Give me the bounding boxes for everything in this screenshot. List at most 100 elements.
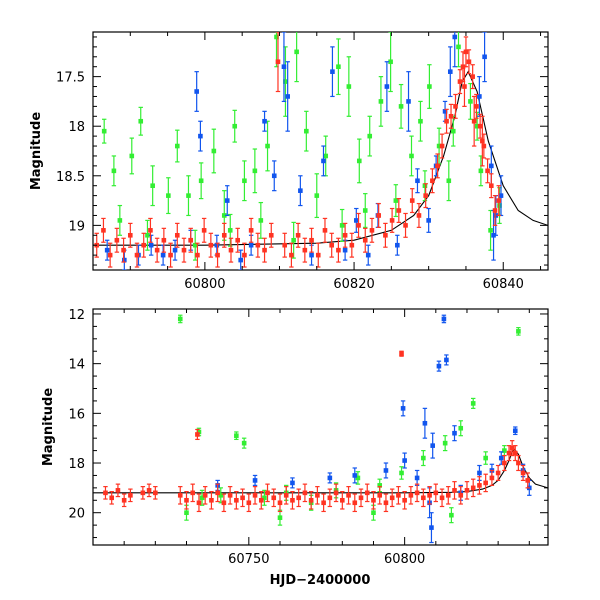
data-point [262,495,267,501]
data-point [281,64,287,70]
data-point [271,495,277,501]
data-point [442,440,448,446]
data-point [218,493,224,498]
x-tick-label: 60750 [228,552,269,567]
data-point [327,495,333,501]
data-point [336,64,341,70]
data-point [430,443,435,448]
data-point [248,242,254,248]
data-point [477,483,482,488]
data-point [445,493,451,498]
data-point [339,223,345,228]
data-point [400,406,406,411]
data-point [466,59,472,65]
data-point [482,54,487,60]
data-point [477,123,483,129]
data-point [488,228,493,233]
data-point [516,460,521,466]
data-point [462,84,467,89]
data-point [384,84,390,89]
data-point [329,242,334,248]
data-point [201,228,207,233]
data-point [294,49,299,55]
data-point [111,168,117,174]
data-point [418,118,423,124]
data-point [154,247,160,253]
data-point [166,193,171,198]
data-point [177,493,183,498]
data-point [477,94,482,99]
top-panel: Magnitude 60800 60820 60840 17.5 18 18.5 19 [29,31,549,292]
data-point [481,143,487,149]
data-point [184,497,189,503]
data-point [402,458,407,463]
data-point [340,497,345,503]
data-point [196,500,202,506]
data-point [296,495,301,501]
data-point [192,242,198,248]
data-point [209,497,214,503]
data-point [498,193,504,198]
data-point [427,493,432,498]
data-point [148,228,153,233]
data-point [429,525,434,530]
data-point [468,99,473,104]
data-point [323,153,329,159]
data-point [364,490,370,496]
data-point [122,257,127,263]
data-point [302,247,308,253]
data-point [452,488,457,493]
data-point [408,493,414,498]
data-point [336,247,341,253]
data-point [395,242,400,248]
data-point [265,143,270,149]
data-point [309,237,314,243]
data-point [168,252,173,258]
data-point [302,490,308,496]
data-point [362,208,368,213]
top-panel-ylabel: Magnitude [29,112,44,191]
data-point [268,232,274,238]
data-point [525,478,531,483]
data-point [141,242,147,248]
data-point [509,445,515,451]
data-point [134,252,140,258]
data-point [409,198,415,203]
data-point [421,495,426,501]
data-point [242,178,247,184]
data-point [436,143,442,149]
data-point [444,118,449,124]
bottom-panel-frame [92,308,549,546]
data-point [383,500,389,506]
data-point [389,495,395,501]
data-point [202,493,208,498]
data-point [101,228,106,233]
data-point [208,242,214,248]
data-point [104,247,110,253]
plot-area [93,314,548,544]
data-point [128,493,133,498]
data-point [140,490,146,496]
data-point [255,242,261,248]
data-point [252,493,258,498]
data-point [489,183,494,189]
bottom-panel-ylabel: Magnitude [41,388,56,467]
data-point [393,198,399,203]
data-point [248,228,254,233]
data-point [196,429,202,435]
data-point [277,515,283,520]
data-point [228,247,234,253]
data-point [423,193,428,198]
data-point [265,490,270,496]
data-point [138,118,144,124]
data-point [161,237,167,243]
data-point [365,252,371,258]
data-point [145,232,150,238]
data-point [485,168,490,174]
data-point [241,440,247,446]
data-point [433,490,439,496]
data-point [483,480,488,486]
data-point [282,242,287,248]
data-point [114,237,120,243]
data-point [177,316,183,322]
